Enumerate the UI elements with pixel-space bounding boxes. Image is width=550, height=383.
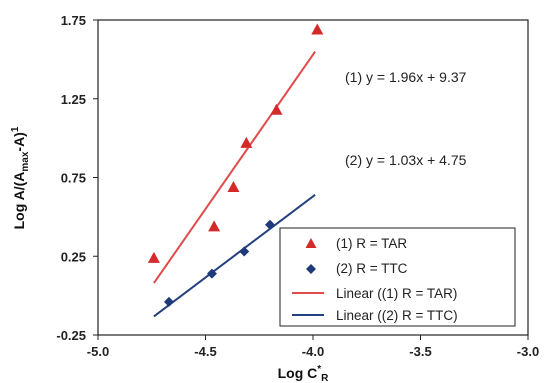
equation-2: (2) y = 1.03x + 4.75 [345,152,467,168]
data-point-triangle [270,103,283,115]
y-tick-label: 0.75 [61,171,86,186]
y-tick-label: 1.75 [61,13,86,28]
x-tick-label: -5.0 [87,344,109,359]
legend-label-2: (2) R = TTC [336,261,408,276]
x-tick-label: -4.0 [302,344,324,359]
data-point-triangle [227,180,240,192]
legend-label-4: Linear ((2) R = TTC) [336,308,458,323]
legend: (1) R = TAR (2) R = TTC Linear ((1) R = … [279,227,516,327]
data-point-triangle [311,23,324,35]
data-point-triangle [240,136,253,148]
fit-lines [153,50,316,318]
x-axis-ticks: -5.0 -4.5 -4.0 -3.5 -3.0 [87,335,539,359]
equation-1: (1) y = 1.96x + 9.37 [345,69,467,85]
legend-marker-diamond [306,264,316,274]
data-points [147,23,324,307]
data-point-diamond [163,296,174,307]
data-point-diamond [265,219,275,230]
y-tick-label: 1.25 [61,92,86,107]
fit-line-1 [153,50,316,284]
legend-marker-triangle [305,238,317,248]
y-tick-label: 0.25 [61,249,86,264]
x-tick-label: -3.5 [409,344,431,359]
data-point-diamond [239,246,250,257]
x-tick-label: -3.0 [517,344,539,359]
legend-label-3: Linear ((1) R = TAR) [336,286,457,301]
legend-box [279,227,516,327]
y-axis-ticks: -0.25 0.25 0.75 1.25 1.75 [56,13,98,343]
y-axis-title: Log A/(Amax-A)1 [10,126,31,229]
y-tick-label: -0.25 [56,328,86,343]
legend-label-1: (1) R = TAR [336,236,407,251]
fit-line-2 [153,193,316,318]
data-point-triangle [147,251,160,263]
data-point-diamond [206,268,217,279]
x-axis-title: Log C*R [278,364,330,383]
x-tick-label: -4.5 [194,344,216,359]
data-point-triangle [208,220,221,232]
